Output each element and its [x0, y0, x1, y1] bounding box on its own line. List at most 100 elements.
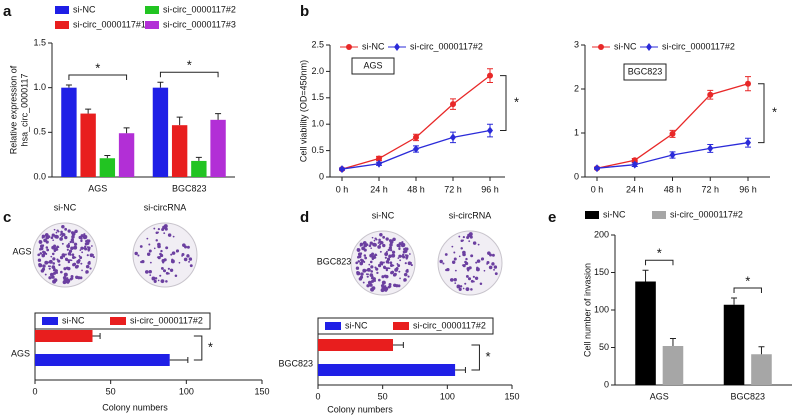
legend-swatch	[652, 211, 666, 219]
legend-label: si-circ_0000117#2	[130, 315, 203, 325]
colony	[493, 265, 498, 269]
colony	[66, 278, 71, 283]
colony	[56, 248, 59, 251]
colony	[41, 254, 45, 258]
error-bar	[104, 155, 111, 159]
colony	[53, 267, 56, 270]
colony	[44, 260, 49, 265]
legend-swatch	[325, 322, 341, 330]
legend-label: si-NC	[614, 41, 637, 51]
point	[631, 160, 638, 169]
colony	[170, 259, 175, 264]
y-tick-label: 0	[604, 379, 609, 389]
point	[745, 138, 751, 147]
colony	[357, 260, 361, 263]
colony	[162, 269, 167, 273]
colony	[48, 267, 51, 270]
colony	[453, 251, 456, 254]
colony	[467, 277, 472, 281]
colony	[146, 237, 149, 240]
image-label: si-circRNA	[144, 202, 187, 212]
bar	[662, 346, 684, 385]
colony	[159, 274, 162, 277]
colony	[134, 251, 138, 256]
colony	[188, 257, 193, 261]
legend-label: si-NC	[362, 41, 385, 51]
x-tick-label: 50	[106, 386, 116, 396]
y-tick-label: 100	[594, 304, 609, 314]
significance-star: *	[208, 339, 213, 354]
colony	[397, 257, 400, 259]
colony	[381, 263, 384, 266]
colony	[64, 227, 68, 231]
colony	[398, 254, 402, 258]
colony	[44, 273, 47, 276]
colony	[57, 246, 60, 248]
colony	[160, 249, 163, 253]
y-axis-label: hsa_circ_0000117	[19, 74, 29, 147]
significance-bracket	[500, 75, 507, 132]
colony	[79, 249, 82, 251]
point	[413, 134, 419, 141]
x-axis-label: Colony numbers	[327, 404, 393, 414]
colony	[398, 247, 401, 251]
colony	[39, 252, 43, 255]
colony	[157, 242, 161, 247]
significance-bracket	[471, 344, 480, 371]
colony	[80, 246, 84, 250]
colony	[474, 276, 479, 280]
legend-swatch	[110, 317, 126, 325]
point	[669, 130, 676, 137]
point	[413, 145, 419, 154]
colony	[403, 278, 407, 282]
bar	[210, 119, 226, 177]
colony	[79, 256, 83, 260]
x-tick-label: BGC823	[730, 391, 765, 401]
colony	[369, 241, 373, 245]
colony	[358, 277, 363, 281]
colony	[381, 280, 386, 285]
colony	[389, 263, 394, 267]
bar	[751, 354, 772, 385]
legend-label: si-NC	[603, 209, 626, 219]
colony	[379, 243, 382, 246]
legend-swatch	[55, 6, 69, 14]
colony	[50, 255, 53, 258]
colony	[85, 241, 90, 245]
colony	[355, 266, 360, 270]
colony	[360, 258, 363, 262]
y-tick-label: 200	[594, 229, 609, 239]
colony	[366, 275, 369, 278]
colony	[372, 242, 376, 247]
colony	[359, 252, 363, 255]
point	[707, 144, 714, 153]
colony	[47, 265, 50, 268]
point	[669, 151, 676, 159]
colony	[462, 264, 466, 268]
colony	[371, 286, 376, 290]
colony	[460, 247, 463, 250]
colony	[371, 236, 374, 239]
colony	[363, 243, 368, 248]
colony	[360, 272, 364, 276]
significance-star: *	[745, 273, 750, 288]
colony	[86, 239, 89, 242]
colony	[73, 262, 76, 266]
colony	[38, 240, 42, 243]
colony	[382, 261, 385, 264]
significance-bracket	[758, 83, 765, 144]
error-bar	[455, 367, 466, 373]
colony	[52, 239, 55, 242]
colony	[410, 264, 413, 267]
colony	[439, 259, 443, 264]
legend-label: si-NC	[345, 320, 368, 330]
colony	[72, 231, 76, 235]
error-bar	[215, 113, 222, 120]
legend-swatch	[393, 322, 409, 330]
colony	[52, 271, 57, 275]
colony	[388, 254, 392, 258]
colony	[61, 224, 65, 229]
x-tick-label: AGS	[650, 391, 669, 401]
legend-marker	[598, 44, 604, 50]
x-tick-label: 48 h	[664, 184, 682, 194]
